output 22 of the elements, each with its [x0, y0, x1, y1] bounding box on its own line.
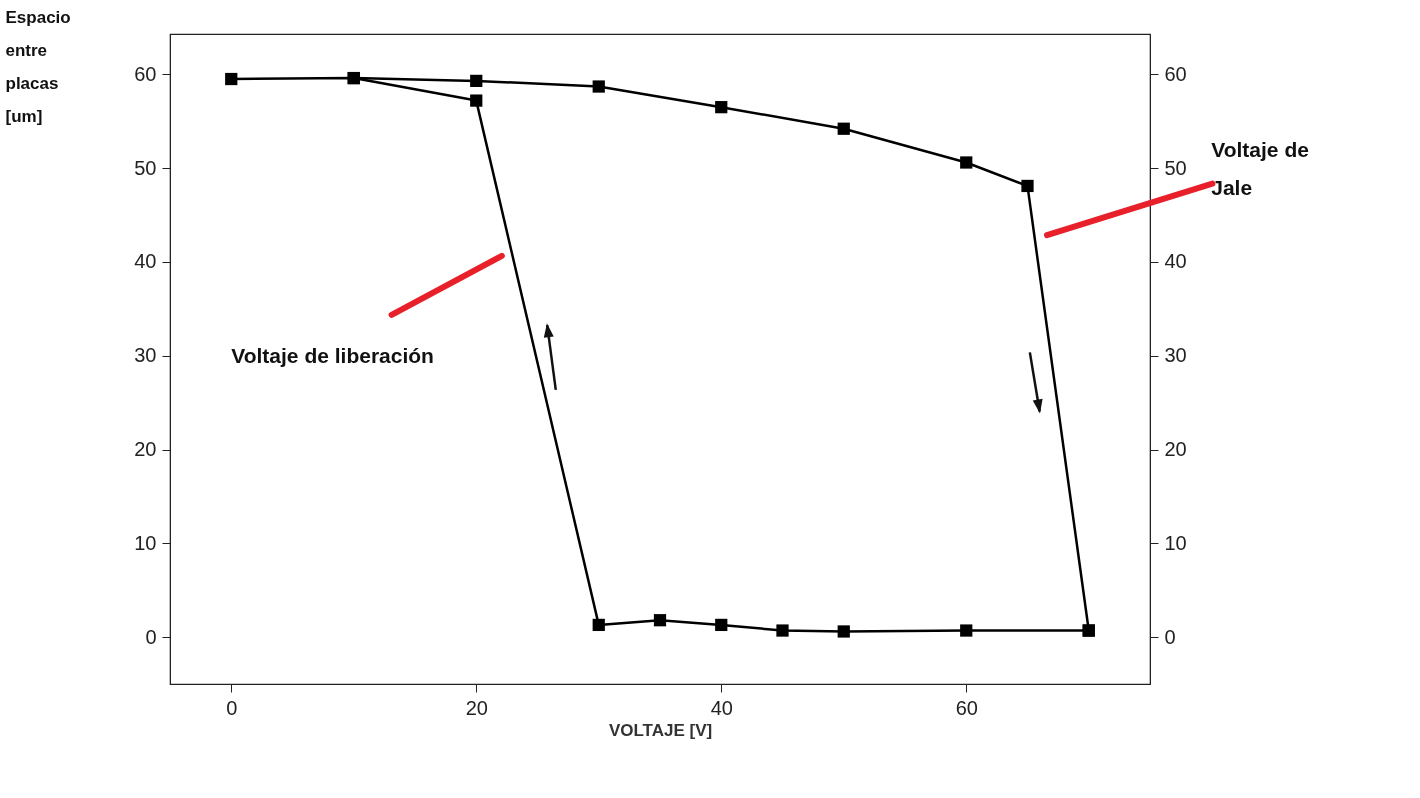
x-tick-label: 40	[710, 696, 733, 719]
annotation: Voltaje de liberación	[231, 344, 434, 368]
y-axis-title: Espacio entre placas [um]	[5, 7, 71, 126]
x-axis-title: VOLTAJE [V]	[608, 720, 713, 740]
text: Voltaje de Jale	[1211, 137, 1309, 199]
y-tick-label: 30	[134, 344, 157, 367]
y-tick-label: 50	[134, 156, 157, 179]
y-tick-label: 20	[134, 438, 157, 461]
x-tick-label: 0	[226, 696, 238, 719]
y2-tick-label: 30	[1164, 344, 1187, 367]
y-tick-label: 10	[134, 531, 157, 554]
y2-tick-label: 10	[1164, 531, 1187, 554]
y2-tick-label: 50	[1164, 156, 1187, 179]
y2-tick-label: 40	[1164, 250, 1187, 273]
x-tick-label: 20	[465, 696, 488, 719]
x-tick-label: 60	[955, 696, 978, 719]
y2-tick-label: 20	[1164, 438, 1187, 461]
y-tick-label: 60	[134, 62, 157, 85]
y-tick-label: 40	[134, 250, 157, 273]
y2-tick-label: 60	[1164, 62, 1187, 85]
y-tick-label: 0	[145, 625, 157, 648]
y2-tick-label: 0	[1164, 625, 1176, 648]
